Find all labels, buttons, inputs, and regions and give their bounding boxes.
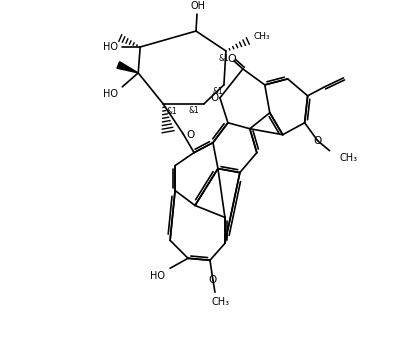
Text: O: O	[314, 136, 322, 146]
Text: HO: HO	[150, 271, 165, 281]
Text: O: O	[227, 54, 236, 64]
Text: &1: &1	[213, 87, 224, 96]
Text: OH: OH	[190, 1, 205, 11]
Text: &1: &1	[219, 54, 230, 63]
Polygon shape	[117, 62, 138, 73]
Text: CH₃: CH₃	[254, 31, 270, 40]
Text: CH₃: CH₃	[340, 153, 358, 163]
Text: CH₃: CH₃	[212, 297, 230, 307]
Text: O: O	[186, 130, 194, 140]
Text: O: O	[211, 93, 219, 103]
Text: O: O	[209, 275, 217, 285]
Text: &1: &1	[166, 107, 177, 116]
Text: &1: &1	[188, 106, 199, 115]
Text: HO: HO	[103, 42, 118, 52]
Text: HO: HO	[103, 89, 118, 99]
